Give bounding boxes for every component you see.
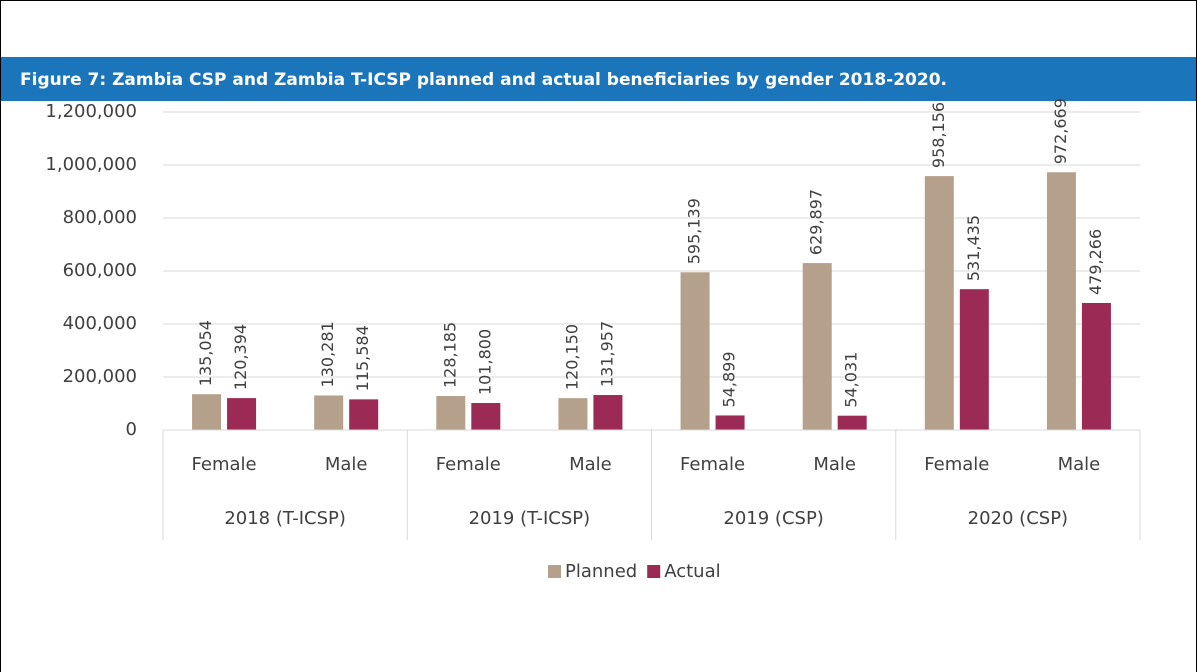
chart-title: Figure 7: Zambia CSP and Zambia T-ICSP p… [20, 70, 947, 90]
bar [959, 289, 989, 430]
x-tick-label: Male [325, 454, 368, 475]
x-tick-label: Male [569, 454, 612, 475]
y-tick-label: 400,000 [63, 313, 137, 334]
bar [837, 415, 867, 430]
y-tick-label: 0 [126, 419, 137, 440]
value-label: 479,266 [1086, 229, 1105, 295]
value-label: 531,435 [964, 215, 983, 281]
value-label: 629,897 [807, 189, 826, 255]
bar [314, 395, 344, 430]
y-tick-label: 600,000 [63, 260, 137, 281]
value-label: 135,054 [196, 320, 215, 386]
bar [471, 403, 501, 430]
bar [593, 395, 623, 430]
y-tick-label: 1,200,000 [45, 101, 137, 122]
legend-swatch [647, 565, 661, 578]
bar [1081, 302, 1111, 430]
y-tick-label: 200,000 [63, 366, 137, 387]
value-label: 115,584 [353, 325, 372, 391]
group-label: 2020 (CSP) [968, 508, 1068, 529]
x-tick-label: Male [813, 454, 856, 475]
x-tick-label: Female [924, 454, 989, 475]
value-label: 128,185 [440, 322, 459, 388]
bar [349, 399, 379, 430]
title-band [1, 57, 1196, 101]
bar [1046, 172, 1076, 430]
value-label: 54,899 [720, 351, 739, 407]
bar [227, 398, 257, 430]
bar [802, 263, 832, 430]
value-label: 130,281 [318, 321, 337, 387]
bar [680, 272, 710, 430]
value-label: 131,957 [597, 321, 616, 387]
value-label: 972,669 [1051, 98, 1070, 164]
legend-swatch [548, 565, 561, 578]
y-tick-label: 1,000,000 [45, 154, 137, 175]
value-label: 595,139 [685, 198, 704, 264]
bar [558, 398, 588, 430]
value-label: 120,394 [231, 324, 250, 390]
y-tick-label: 800,000 [63, 207, 137, 228]
value-label: 54,031 [842, 352, 861, 408]
bar [192, 394, 222, 430]
group-label: 2019 (T-ICSP) [469, 508, 591, 529]
x-tick-label: Male [1058, 454, 1101, 475]
legend-label: Actual [664, 561, 720, 582]
x-tick-label: Female [192, 454, 257, 475]
legend-label: Planned [565, 561, 637, 582]
value-label: 120,150 [562, 324, 581, 390]
bar [924, 176, 954, 430]
bar [715, 415, 745, 430]
value-label: 958,156 [929, 102, 948, 168]
bar [436, 396, 466, 430]
x-tick-label: Female [436, 454, 501, 475]
x-tick-label: Female [680, 454, 745, 475]
value-label: 101,800 [475, 329, 494, 395]
group-label: 2019 (CSP) [723, 508, 823, 529]
group-label: 2018 (T-ICSP) [224, 508, 346, 529]
